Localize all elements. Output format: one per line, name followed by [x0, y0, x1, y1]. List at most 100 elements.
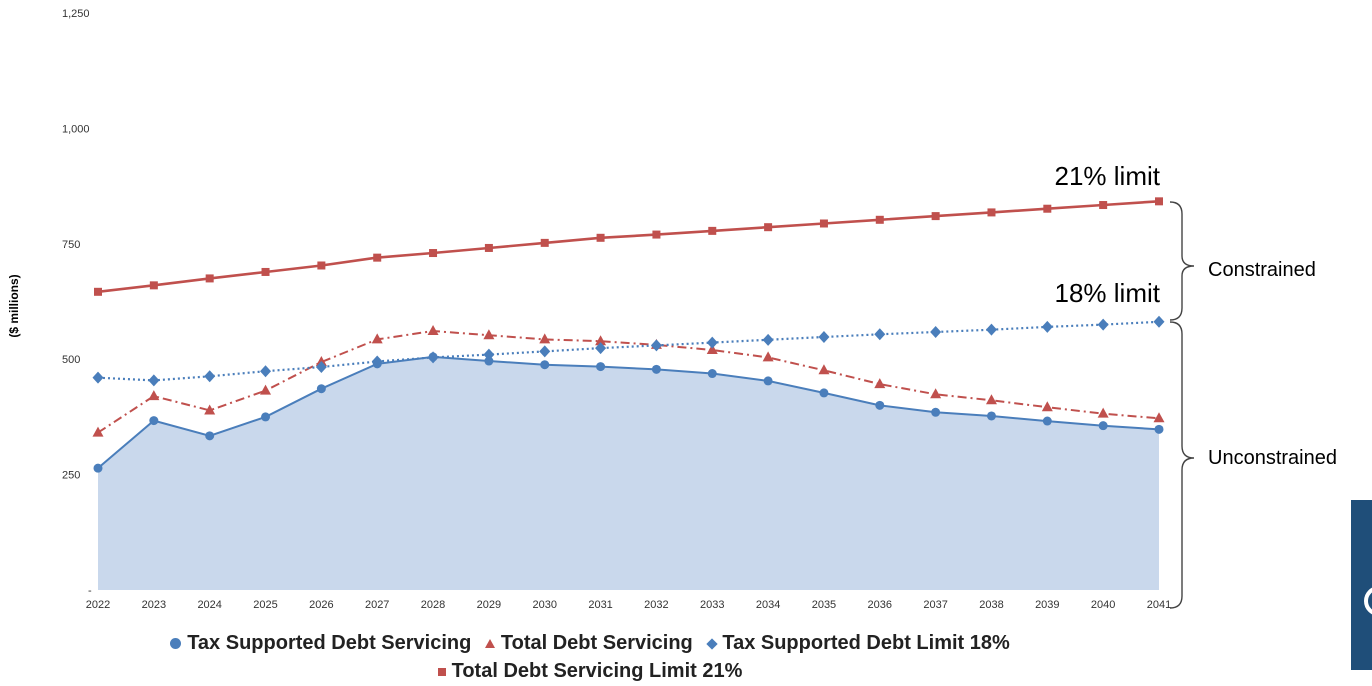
data-point-square	[931, 212, 940, 221]
data-point-triangle	[874, 378, 886, 389]
annotation-18-limit: 18% limit	[1055, 278, 1161, 308]
series-line-3	[97, 200, 1160, 294]
series-line-2	[97, 320, 1160, 382]
data-point-diamond	[260, 365, 272, 378]
side-panel-edge	[1351, 500, 1372, 670]
legend-row-2: Total Debt Servicing Limit 21%	[0, 660, 1180, 683]
data-point-circle	[651, 364, 661, 374]
data-point-diamond	[1097, 318, 1109, 331]
data-point-diamond	[650, 339, 662, 352]
data-point-diamond	[92, 371, 104, 384]
data-point-square	[764, 223, 773, 232]
x-tick-label: 2039	[1035, 599, 1059, 611]
y-axis: - 250 500 750 1,000 1,250	[62, 8, 92, 597]
data-point-circle	[707, 369, 717, 379]
data-point-square	[1099, 201, 1108, 210]
y-tick-label: 500	[62, 354, 80, 366]
data-point-diamond	[1041, 320, 1053, 333]
data-point-circle	[986, 411, 996, 421]
diamond-marker-icon	[706, 638, 719, 650]
circle-marker-icon	[170, 638, 182, 650]
y-tick-label: 1,250	[62, 8, 90, 20]
data-point-circle	[540, 360, 550, 370]
x-tick-label: 2035	[812, 599, 836, 611]
data-point-diamond	[204, 370, 216, 383]
legend-item-tax-supported-debt-servicing: Tax Supported Debt Servicing	[170, 632, 471, 655]
data-point-diamond	[595, 342, 607, 355]
x-tick-label: 2029	[477, 599, 501, 611]
x-tick-label: 2022	[86, 599, 110, 611]
data-point-square	[652, 230, 661, 239]
data-point-diamond	[762, 333, 774, 346]
y-tick-label: 750	[62, 239, 80, 251]
x-tick-label: 2041	[1147, 599, 1171, 611]
y-tick-label: 1,000	[62, 123, 90, 135]
x-tick-label: 2037	[923, 599, 947, 611]
data-point-diamond	[985, 323, 997, 336]
data-point-triangle	[1041, 401, 1053, 412]
data-point-diamond	[1153, 315, 1165, 328]
data-point-square	[1043, 204, 1052, 213]
square-marker-icon	[437, 667, 446, 676]
data-point-square	[987, 208, 996, 217]
data-point-square	[149, 281, 158, 290]
data-point-triangle	[1097, 407, 1109, 418]
data-point-circle	[763, 376, 773, 386]
data-point-diamond	[818, 331, 830, 344]
x-tick-label: 2034	[756, 599, 780, 611]
data-point-triangle	[1153, 412, 1165, 423]
series-area-tax-supported-debt-servicing	[98, 356, 1159, 590]
data-point-triangle	[148, 390, 160, 401]
annotation-21-limit: 21% limit	[1055, 161, 1161, 191]
data-point-triangle	[315, 355, 327, 366]
legend-label: Total Debt Servicing	[500, 632, 693, 654]
logo-icon	[1364, 586, 1372, 616]
data-point-circle	[316, 384, 326, 394]
data-point-diamond	[371, 355, 383, 368]
x-tick-label: 2024	[197, 599, 221, 611]
data-point-diamond	[930, 325, 942, 338]
x-tick-label: 2033	[700, 599, 724, 611]
data-point-square	[429, 249, 438, 258]
legend-item-total-debt-servicing-limit: Total Debt Servicing Limit 21%	[437, 660, 743, 683]
data-point-square	[708, 226, 717, 235]
data-point-square	[94, 287, 102, 296]
data-point-square	[373, 253, 382, 262]
x-tick-label: 2028	[421, 599, 445, 611]
data-point-circle	[1098, 421, 1108, 431]
data-point-triangle	[427, 325, 439, 336]
x-tick-label: 2032	[644, 599, 668, 611]
data-point-square	[317, 261, 326, 270]
y-tick-label: -	[88, 585, 92, 597]
data-point-square	[261, 267, 270, 276]
data-point-square	[484, 243, 493, 252]
series-line-0	[97, 355, 1160, 469]
legend-label: Tax Supported Debt Limit 18%	[722, 632, 1010, 654]
data-point-diamond	[427, 351, 439, 364]
data-point-triangle	[930, 388, 942, 399]
x-tick-label: 2026	[309, 599, 333, 611]
x-tick-label: 2027	[365, 599, 389, 611]
data-point-square	[205, 274, 214, 283]
data-point-circle	[819, 388, 829, 398]
data-point-triangle	[818, 364, 830, 375]
data-point-circle	[261, 412, 271, 422]
x-tick-label: 2025	[253, 599, 277, 611]
data-point-diamond	[706, 336, 718, 349]
data-point-square	[875, 215, 884, 224]
markers-layer	[92, 197, 1165, 473]
data-point-circle	[205, 431, 215, 441]
series-line-1	[97, 329, 1160, 434]
legend-row-1: Tax Supported Debt Servicing Total Debt …	[0, 632, 1180, 655]
legend-label: Total Debt Servicing Limit 21%	[451, 660, 743, 682]
data-point-triangle	[92, 426, 104, 437]
data-point-triangle	[483, 329, 495, 340]
data-point-circle	[1042, 416, 1052, 426]
area-layer	[98, 356, 1159, 590]
data-point-triangle	[706, 343, 718, 354]
data-point-diamond	[539, 345, 551, 358]
data-point-circle	[484, 356, 494, 366]
data-point-triangle	[371, 333, 383, 344]
y-tick-label: 250	[62, 470, 80, 482]
